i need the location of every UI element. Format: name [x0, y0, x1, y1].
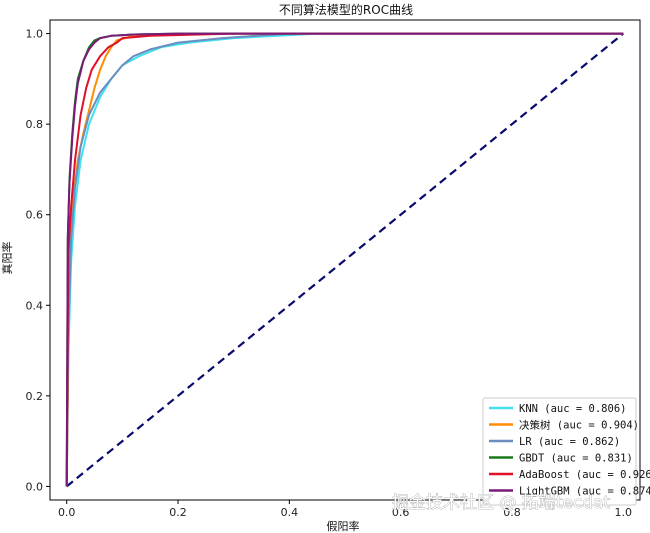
- y-tick-label-5: 1.0: [26, 28, 44, 41]
- x-tick-label-5: 1.0: [615, 506, 633, 519]
- y-tick-label-0: 0.0: [26, 480, 44, 493]
- legend-box: [482, 397, 637, 506]
- x-tick-label-0: 0.0: [58, 506, 76, 519]
- legend-label-1: 决策树 (auc = 0.904): [519, 419, 639, 432]
- legend: KNN (auc = 0.806) 决策树 (auc = 0.904) LR (au…: [482, 397, 650, 506]
- legend-label-4: AdaBoost (auc = 0.926): [519, 469, 650, 481]
- roc-series-line-5: [65, 32, 624, 487]
- x-axis-label: 假阳率: [327, 519, 360, 533]
- y-tick-label-3: 0.6: [26, 209, 44, 222]
- y-tick-label-4: 0.8: [26, 118, 44, 131]
- y-tick-label-1: 0.2: [26, 390, 44, 403]
- plot-area: 0.0 0.2 0.4 0.6 0.8 1.0 0.0 0.2 0.4 0.6 0.8 1.0: [26, 19, 641, 519]
- reference-diagonal-line: [66, 32, 624, 488]
- legend-label-5: LightGBM (auc = 0.874): [519, 486, 650, 498]
- x-tick-label-3: 0.6: [392, 506, 410, 519]
- y-tick-label-2: 0.4: [26, 299, 44, 312]
- legend-label-3: GBDT (auc = 0.831): [519, 453, 633, 465]
- chart-title: 不同算法模型的ROC曲线: [279, 2, 413, 17]
- watermark: 掘金技术社区 @ 拓端tecdat: [392, 493, 610, 513]
- y-axis-label: 真阳率: [0, 242, 14, 275]
- x-tick-label-1: 0.2: [169, 506, 187, 519]
- x-tick-label-2: 0.4: [281, 506, 299, 519]
- legend-label-0: KNN (auc = 0.806): [519, 403, 626, 415]
- roc-series-line-4: [65, 32, 624, 487]
- x-tick-label-4: 0.8: [503, 506, 521, 519]
- legend-label-2: LR (auc = 0.862): [519, 436, 620, 448]
- plot-frame: [49, 19, 641, 501]
- roc-series-line-2: [65, 32, 624, 487]
